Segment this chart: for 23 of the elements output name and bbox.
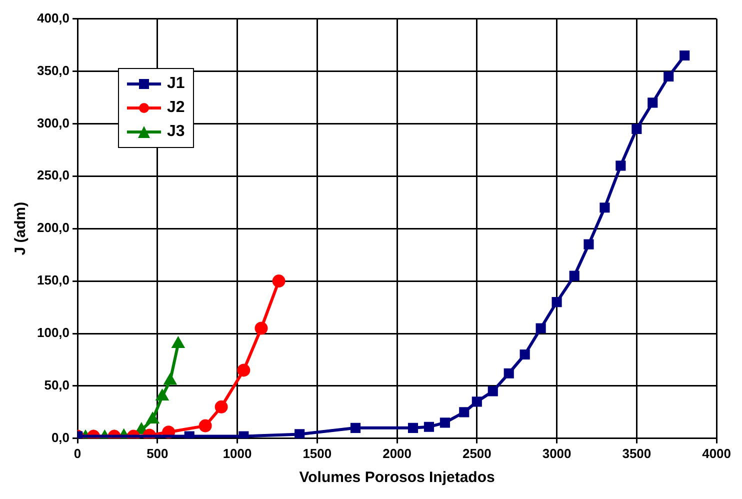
y-tick-label: 250,0 — [36, 168, 70, 183]
x-tick-label: 0 — [74, 446, 82, 461]
legend-label: J1 — [167, 74, 185, 94]
x-tick-label: 4000 — [702, 446, 731, 461]
legend-label: J2 — [167, 98, 185, 118]
y-tick-label: 100,0 — [36, 325, 70, 340]
y-tick-label: 300,0 — [36, 115, 70, 130]
y-tick-label: 50,0 — [44, 378, 70, 393]
legend-label: J3 — [167, 122, 185, 142]
y-axis-title: J (adm) — [12, 202, 30, 256]
y-tick-label: 400,0 — [36, 10, 70, 26]
x-axis-title: Volumes Porosos Injetados — [299, 469, 495, 486]
y-tick-label: 0,0 — [51, 430, 70, 445]
x-tick-label: 1500 — [302, 446, 332, 461]
x-tick-label: 2000 — [382, 446, 412, 461]
x-tick-label: 2500 — [462, 446, 492, 461]
x-tick-label: 500 — [146, 446, 168, 461]
x-tick-label: 3000 — [542, 446, 572, 461]
y-tick-label: 150,0 — [36, 272, 70, 288]
x-tick-label: 3500 — [622, 446, 652, 461]
y-tick-label: 350,0 — [36, 62, 70, 78]
y-tick-label: 200,0 — [36, 220, 70, 236]
x-tick-label: 1000 — [222, 446, 252, 461]
